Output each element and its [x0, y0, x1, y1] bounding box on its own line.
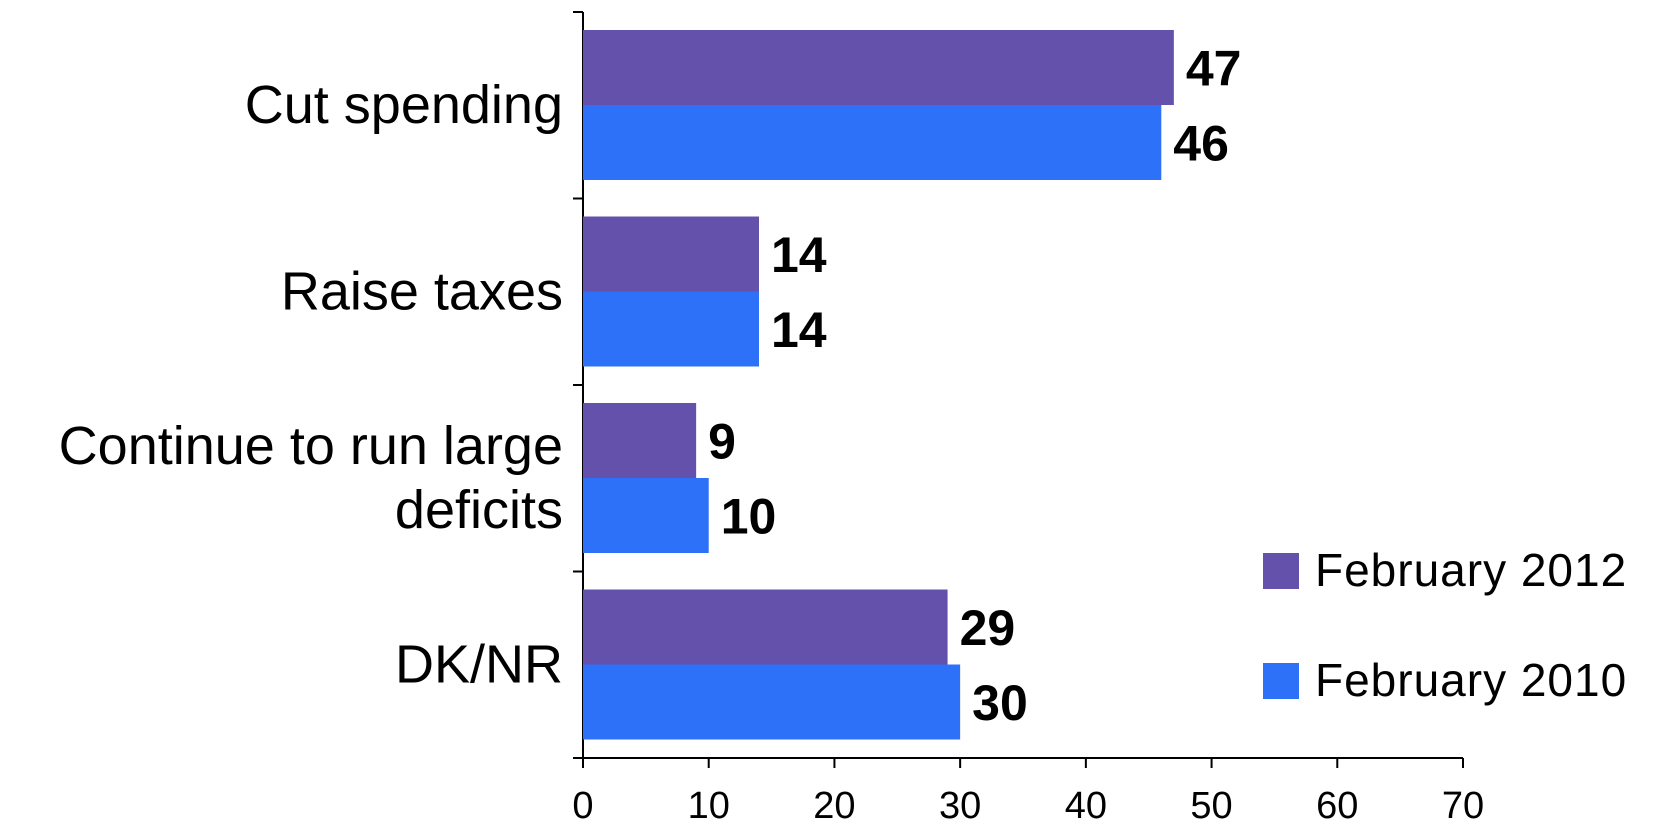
data-label: 14 — [771, 227, 827, 283]
bar — [583, 664, 961, 740]
category-label: Cut spending — [245, 75, 563, 135]
x-tick-label: 60 — [1316, 785, 1358, 827]
x-tick-label: 0 — [572, 785, 593, 827]
category-label: Raise taxes — [281, 262, 563, 322]
data-label: 9 — [708, 414, 736, 470]
data-label: 47 — [1186, 41, 1242, 97]
legend-label: February 2010 — [1315, 654, 1627, 706]
bar — [583, 589, 948, 665]
bar — [583, 30, 1174, 105]
category-label: DK/NR — [395, 635, 563, 695]
x-tick-label: 30 — [939, 785, 981, 827]
x-tick-label: 20 — [813, 785, 855, 827]
legend-label: February 2012 — [1315, 544, 1627, 596]
bar — [583, 291, 759, 367]
x-tick-label: 10 — [688, 785, 730, 827]
bar — [583, 216, 759, 292]
legend: February 2012 February 2010 — [1263, 544, 1627, 706]
x-tick-label: 40 — [1065, 785, 1107, 827]
category-label: Continue to run large — [59, 416, 563, 476]
x-tick-label: 50 — [1190, 785, 1232, 827]
bar — [583, 105, 1162, 180]
bar — [583, 478, 709, 553]
legend-swatch — [1263, 663, 1299, 699]
data-label: 14 — [771, 302, 827, 358]
data-label: 10 — [721, 489, 777, 545]
legend-swatch — [1263, 553, 1299, 589]
data-label: 30 — [972, 675, 1028, 731]
x-tick-label: 70 — [1442, 785, 1484, 827]
data-label: 46 — [1173, 116, 1229, 172]
bar — [583, 403, 697, 478]
plot-area: 0 10 20 30 40 50 60 70 47 46 Cut spending 14 14 Raise… — [59, 11, 1484, 827]
data-label: 29 — [960, 600, 1016, 656]
category-label: deficits — [395, 480, 563, 540]
